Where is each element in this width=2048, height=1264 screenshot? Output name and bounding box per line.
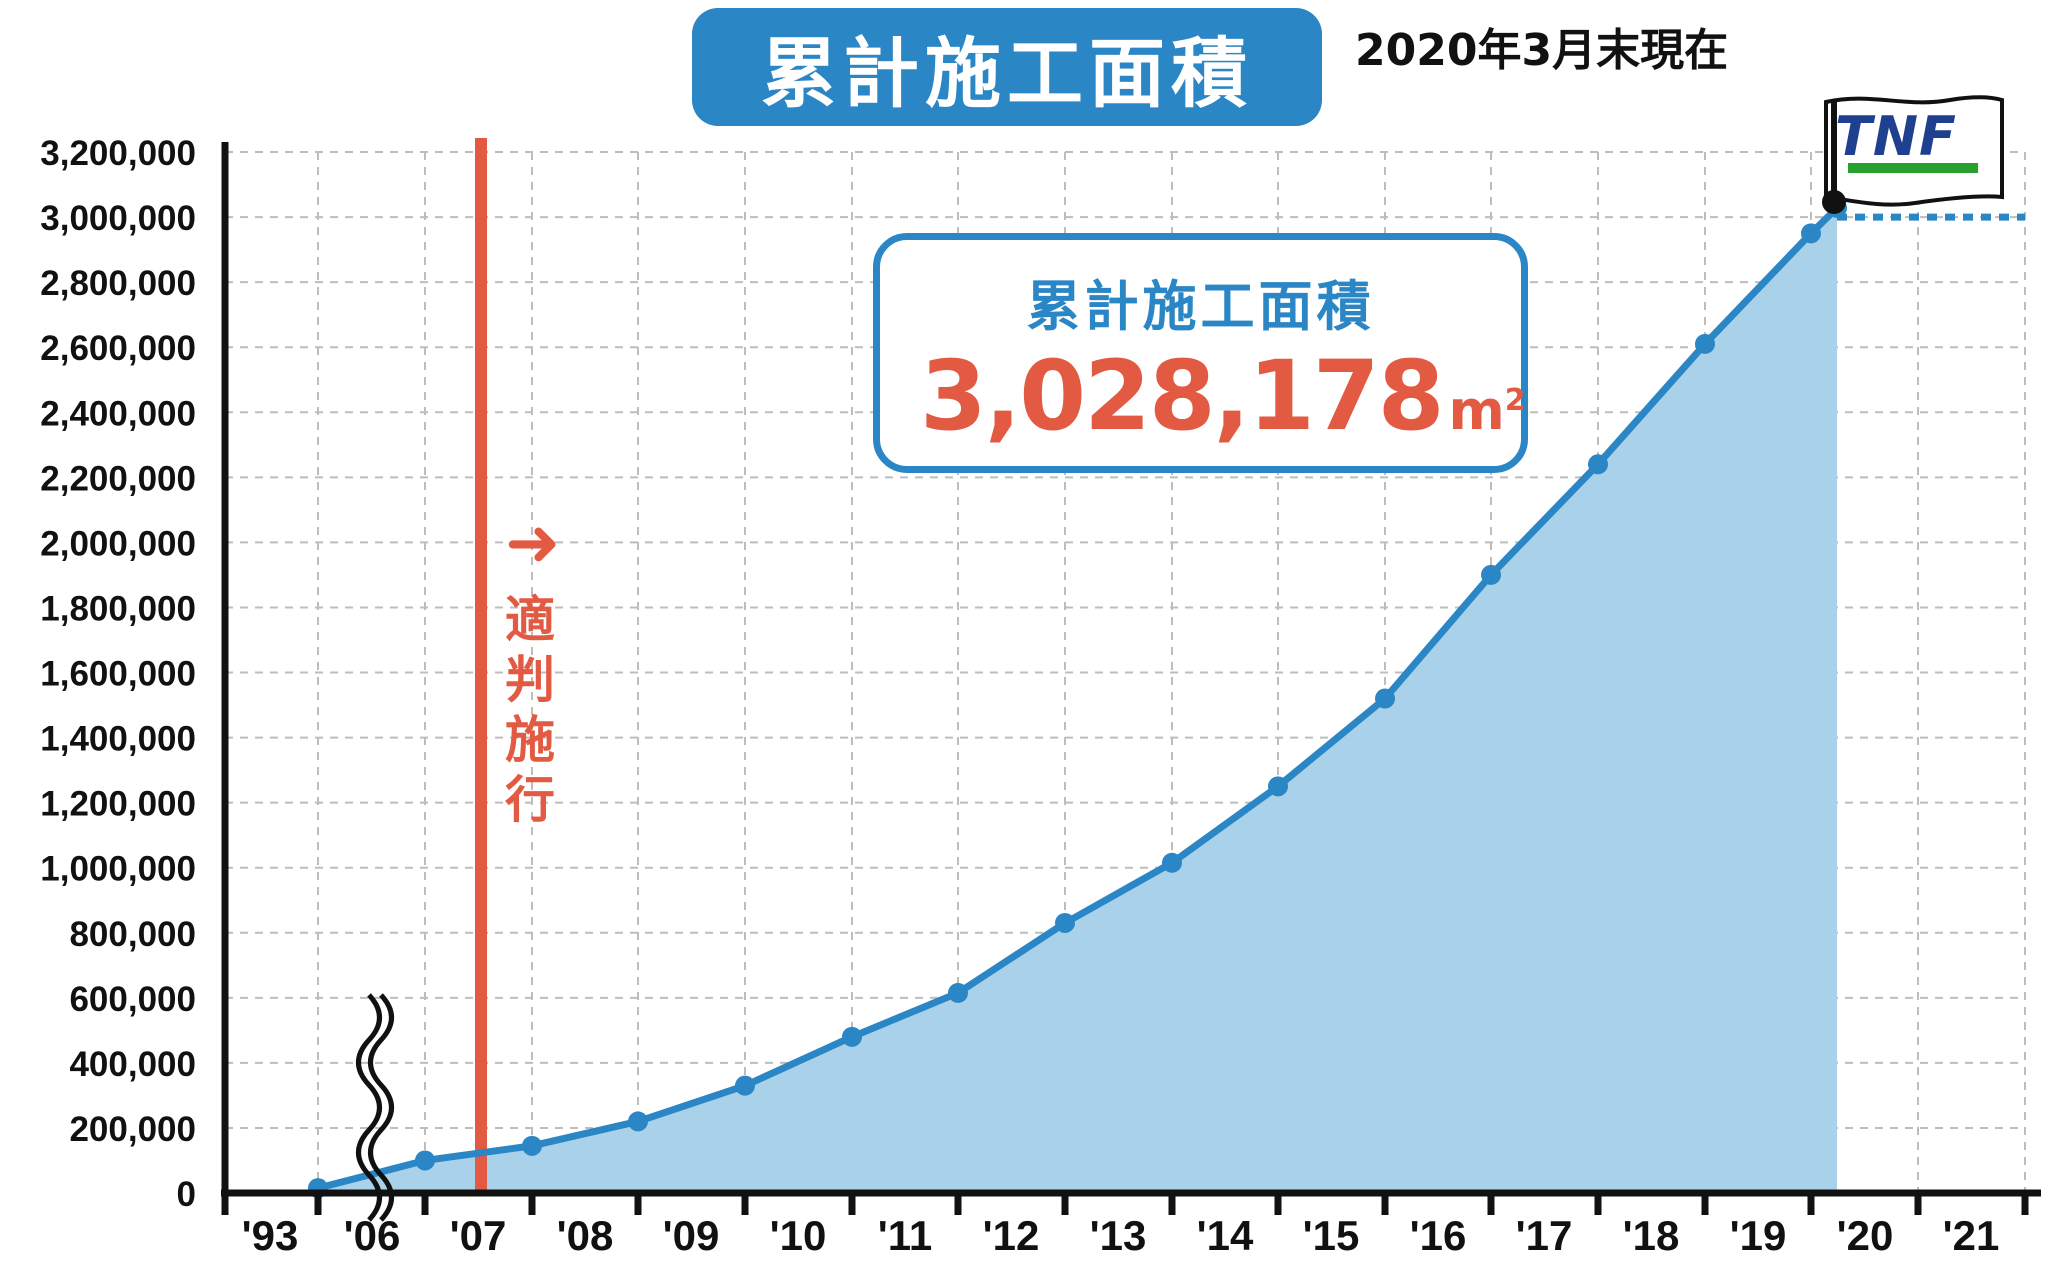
x-tick-label: '13	[1090, 1212, 1147, 1259]
x-tick-label: '16	[1410, 1212, 1467, 1259]
data-point	[735, 1075, 755, 1096]
y-tick-label: 1,000,000	[40, 850, 196, 889]
data-point	[1481, 564, 1501, 585]
flag-green-stripe	[1848, 163, 1978, 173]
flag-pole-base	[1822, 190, 1846, 214]
x-tick-label: '19	[1730, 1212, 1787, 1259]
area-fill	[318, 207, 1837, 1193]
x-tick-label: '20	[1837, 1212, 1894, 1259]
y-tick-label: 2,800,000	[40, 264, 196, 303]
total-area-unit: m2	[1449, 379, 1526, 442]
chart-title: 累計施工面積	[692, 8, 1322, 126]
y-tick-label: 400,000	[69, 1045, 196, 1084]
total-area-label: 累計施工面積	[1026, 275, 1375, 338]
arrow-right-icon: ➜	[505, 504, 561, 581]
data-point	[842, 1026, 862, 1047]
y-tick-label: 1,600,000	[40, 655, 196, 694]
x-tick-label: '93	[242, 1212, 299, 1259]
chart-area	[318, 207, 1837, 1193]
total-area-box: 累計施工面積 3,028,178 m2	[873, 233, 1528, 473]
law-enforcement-marker: ➜ 適判施行	[505, 510, 575, 830]
y-tick-label: 600,000	[69, 980, 196, 1019]
axis-break-squiggle	[368, 993, 394, 1222]
law-enforcement-text: 適判施行	[505, 591, 555, 829]
y-tick-label: 2,000,000	[40, 524, 196, 563]
x-tick-label: '15	[1303, 1212, 1360, 1259]
total-area-number: 3,028,178	[920, 340, 1445, 452]
x-tick-label: '06	[344, 1212, 401, 1259]
unit-base: m	[1448, 379, 1505, 442]
data-point	[628, 1111, 648, 1132]
x-tick-label: '12	[983, 1212, 1040, 1259]
y-tick-label: 1,800,000	[40, 589, 196, 628]
data-point	[415, 1150, 435, 1171]
x-tick-label: '07	[450, 1212, 507, 1259]
x-tick-label: '11	[878, 1212, 932, 1259]
data-point	[522, 1135, 542, 1156]
chart-labels: 0 200,000 400,000 600,000 800,000 1,000,000 1,…	[40, 134, 1999, 1259]
data-point	[1695, 333, 1715, 354]
axis-break-squiggle	[356, 993, 382, 1222]
data-point	[1588, 454, 1608, 475]
x-tick-label: '17	[1516, 1212, 1573, 1259]
y-tick-label: 0	[177, 1175, 196, 1214]
y-tick-label: 800,000	[69, 915, 196, 954]
as-of-date: 2020年3月末現在	[1355, 25, 1729, 76]
data-point	[948, 982, 968, 1003]
x-tick-label: '14	[1197, 1212, 1254, 1259]
y-tick-label: 2,400,000	[40, 394, 196, 433]
y-tick-label: 1,400,000	[40, 720, 196, 759]
x-tick-label: '18	[1623, 1212, 1680, 1259]
chart-line	[317, 205, 2025, 1192]
x-tick-label: '21	[1943, 1212, 2000, 1259]
chart-axes	[221, 142, 2041, 1222]
data-point	[1375, 688, 1395, 709]
y-tick-label: 3,200,000	[40, 134, 196, 173]
y-tick-label: 3,000,000	[40, 199, 196, 238]
y-tick-label: 2,200,000	[40, 459, 196, 498]
data-point	[1162, 852, 1182, 873]
x-tick-label: '10	[770, 1212, 827, 1259]
tnf-flag-text: TNF	[1835, 105, 1957, 168]
x-tick-label: '08	[557, 1212, 614, 1259]
series-line	[317, 205, 1840, 1192]
tnf-flag	[1822, 95, 2004, 214]
y-tick-label: 1,200,000	[40, 785, 196, 824]
x-tick-label: '09	[663, 1212, 720, 1259]
unit-exponent: 2	[1504, 383, 1526, 418]
data-point	[1055, 912, 1075, 933]
data-point	[1268, 776, 1288, 797]
y-tick-label: 2,600,000	[40, 329, 196, 368]
flag-cloth	[1824, 95, 2004, 207]
total-area-value: 3,028,178 m2	[920, 340, 1526, 452]
y-tick-label: 200,000	[69, 1110, 196, 1149]
data-point	[1801, 223, 1821, 244]
